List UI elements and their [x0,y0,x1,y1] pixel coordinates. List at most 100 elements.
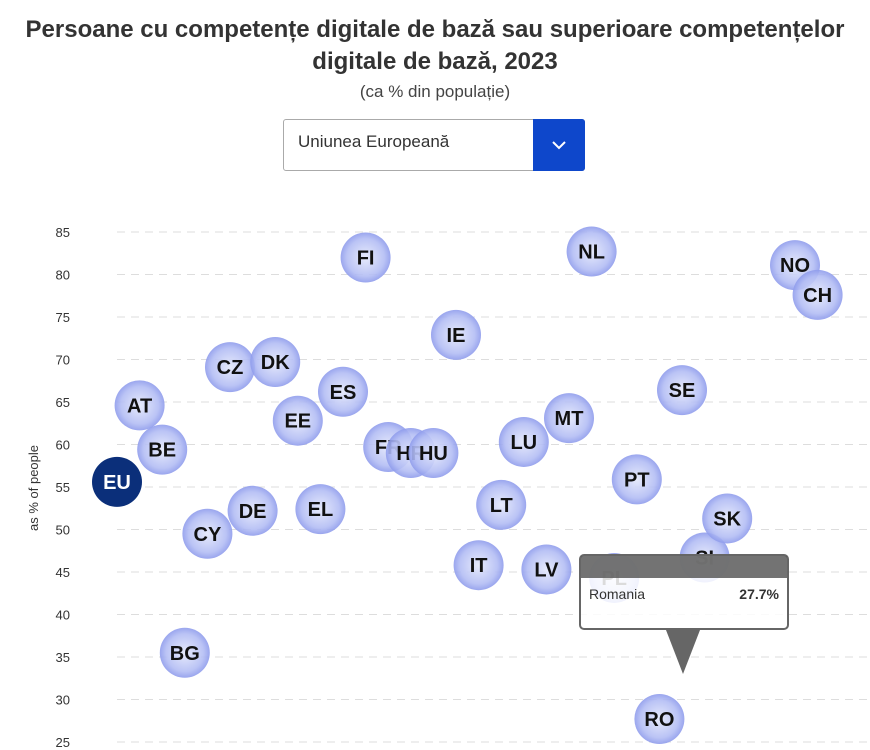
bubble-circle [159,627,210,678]
bubble-mt[interactable]: MT [544,393,594,444]
bubble-label: IE [447,325,466,347]
y-axis-label: as % of people [26,445,41,531]
bubble-circle [205,342,255,393]
y-tick-label: 40 [56,608,70,623]
bubble-circle [702,493,753,544]
chart-title: Persoane cu competențe digitale de bază … [25,16,845,75]
bubble-de[interactable]: DE [227,485,278,536]
y-tick-label: 85 [56,225,70,240]
bubble-label: FI [357,248,375,270]
bubble-label: EL [308,499,334,521]
tooltip-country: Romania [589,586,646,602]
bubble-circle [453,540,504,591]
bubble-label: EU [103,472,131,494]
bubble-lu[interactable]: LU [498,416,549,467]
y-tick-label: 35 [56,650,70,665]
bubble-circle [272,395,323,446]
bubble-es[interactable]: ES [318,366,368,417]
bubble-label: AT [127,395,152,417]
bubble-label: MT [555,408,584,430]
bubble-se[interactable]: SE [657,365,707,416]
bubble-sk[interactable]: SK [702,493,753,544]
bubble-circle [521,544,572,595]
bubble-circle [611,454,662,505]
bubble-ie[interactable]: IE [431,309,481,360]
y-tick-label: 55 [56,480,70,495]
bubble-ch[interactable]: CH [792,269,843,320]
bubble-cy[interactable]: CY [182,508,233,559]
bubble-label: EE [284,411,311,433]
dropdown-button[interactable] [533,119,585,171]
bubble-ro[interactable]: RO [634,694,685,745]
bubble-circle [476,479,527,530]
bubble-lt[interactable]: LT [476,479,527,530]
bubble-label: HU [419,443,448,465]
bubble-label: CY [194,524,222,546]
y-tick-label: 65 [56,395,70,410]
bubble-label: CZ [217,357,244,379]
bubble-at[interactable]: AT [114,380,165,431]
bubble-circle [340,232,391,283]
chart-subtitle: (ca % din populație) [359,82,511,101]
bubble-lv[interactable]: LV [521,544,572,595]
bubble-circle [431,309,481,360]
y-tick-label: 80 [56,268,70,283]
bubble-pt[interactable]: PT [611,454,662,505]
bubble-label: IT [470,555,488,577]
y-tick-label: 25 [56,735,70,750]
bubble-circle [498,416,549,467]
bubble-circle [114,380,165,431]
bubble-ee[interactable]: EE [272,395,323,446]
country-dropdown[interactable]: Uniunea Europeană [283,119,585,171]
bubble-it[interactable]: IT [453,540,504,591]
bubble-bg[interactable]: BG [159,627,210,678]
bubble-label: CH [803,285,832,307]
bubble-label: BE [148,440,176,462]
bubble-label: NL [578,242,605,264]
bubble-fi[interactable]: FI [340,232,391,283]
bubble-circle [182,508,233,559]
tooltip: Romania 27.7% [579,554,789,630]
tooltip-value: 27.7% [739,586,779,602]
bubble-nl[interactable]: NL [566,226,617,277]
y-tick-label: 75 [56,310,70,325]
y-tick-label: 70 [56,353,70,368]
bubble-circle [408,428,459,478]
bubble-circle [92,456,142,507]
bubble-label: ES [330,382,357,404]
bubble-circle [227,485,278,536]
bubble-cz[interactable]: CZ [205,342,255,393]
bubble-circle [544,393,594,444]
bubble-label: SE [669,380,696,402]
tooltip-pointer [666,630,700,674]
bubble-hu[interactable]: HU [408,428,459,478]
bubble-eu[interactable]: EU [92,456,142,507]
bubble-circle [634,694,685,745]
bubble-label: SK [713,508,741,530]
bubble-circle [566,226,617,277]
bubble-circle [250,337,301,388]
bubble-label: LT [490,495,513,517]
y-tick-label: 30 [56,693,70,708]
bubble-label: LU [510,432,537,454]
y-tick-label: 45 [56,565,70,580]
bubble-circle [792,269,843,320]
bubble-label: RO [644,709,674,731]
bubble-el[interactable]: EL [295,484,346,535]
bubble-dk[interactable]: DK [250,337,301,388]
dropdown-value: Uniunea Europeană [298,132,450,151]
bubble-label: NO [780,255,810,277]
bubble-circle [318,366,368,417]
y-tick-label: 60 [56,438,70,453]
bubble-label: BG [170,643,200,665]
bubble-circle [295,484,346,535]
chevron-down-icon [552,141,566,150]
bubble-circle [657,365,707,416]
bubble-be[interactable]: BE [137,424,188,475]
bubble-label: DK [261,352,290,374]
bubble-label: PT [624,469,650,491]
bubble-circle [137,424,188,475]
bubble-label: DE [239,501,267,523]
bubble-label: LV [534,559,559,581]
